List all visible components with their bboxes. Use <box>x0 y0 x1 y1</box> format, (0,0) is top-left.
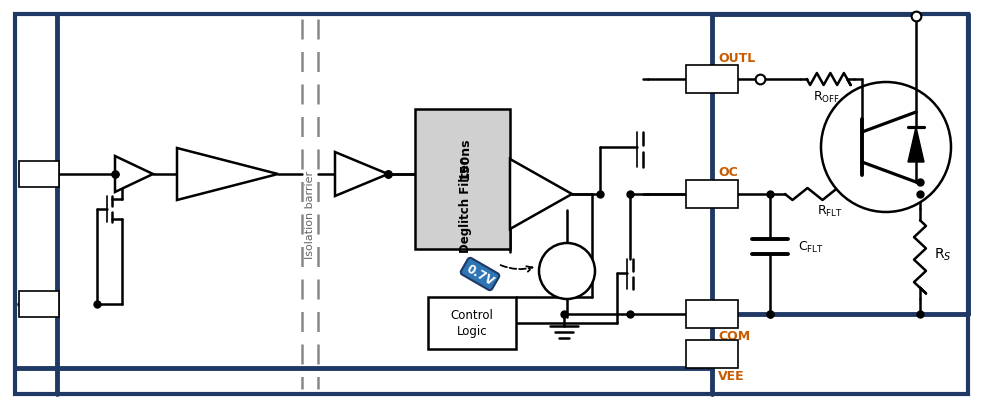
Text: R$_{\mathrm{OFF}}$: R$_{\mathrm{OFF}}$ <box>814 89 841 104</box>
Text: V$_{\mathrm{OCTH}}$: V$_{\mathrm{OCTH}}$ <box>555 270 584 283</box>
Bar <box>19 162 59 188</box>
Text: R$_S$: R$_S$ <box>934 246 951 263</box>
Polygon shape <box>335 153 388 196</box>
Text: −: − <box>525 204 540 222</box>
Polygon shape <box>510 160 572 229</box>
Polygon shape <box>115 157 153 193</box>
Polygon shape <box>908 128 924 163</box>
Text: C$_{\mathrm{FLT}}$: C$_{\mathrm{FLT}}$ <box>798 239 824 254</box>
Text: Isolation barrier: Isolation barrier <box>305 171 315 258</box>
Text: +: + <box>526 169 539 184</box>
Text: MOD: MOD <box>346 168 377 181</box>
Text: Logic: Logic <box>457 325 487 338</box>
Bar <box>686 340 738 368</box>
Text: R$_{\mathrm{FLT}}$: R$_{\mathrm{FLT}}$ <box>817 203 843 218</box>
Polygon shape <box>177 148 278 200</box>
Text: $\overline{\mathrm{FLT}}$: $\overline{\mathrm{FLT}}$ <box>27 167 51 182</box>
Text: COM: COM <box>718 330 750 343</box>
Text: −: − <box>561 282 573 296</box>
Text: Deglitch Filter: Deglitch Filter <box>459 157 472 252</box>
Text: Control: Control <box>450 309 493 322</box>
Bar <box>686 300 738 328</box>
Text: VEE: VEE <box>718 370 745 382</box>
Bar <box>686 66 738 94</box>
Text: 0.7V: 0.7V <box>464 261 496 288</box>
Text: 150ns: 150ns <box>459 137 472 180</box>
Text: OC: OC <box>718 166 738 179</box>
Text: GND: GND <box>24 298 55 311</box>
Text: +: + <box>561 254 573 268</box>
Bar <box>19 291 59 317</box>
Bar <box>686 180 738 209</box>
Circle shape <box>539 243 595 299</box>
Circle shape <box>821 83 951 213</box>
Text: DEMOD: DEMOD <box>198 168 247 181</box>
Bar <box>428 297 516 349</box>
Text: OUTL: OUTL <box>718 52 755 64</box>
Bar <box>415 110 510 249</box>
